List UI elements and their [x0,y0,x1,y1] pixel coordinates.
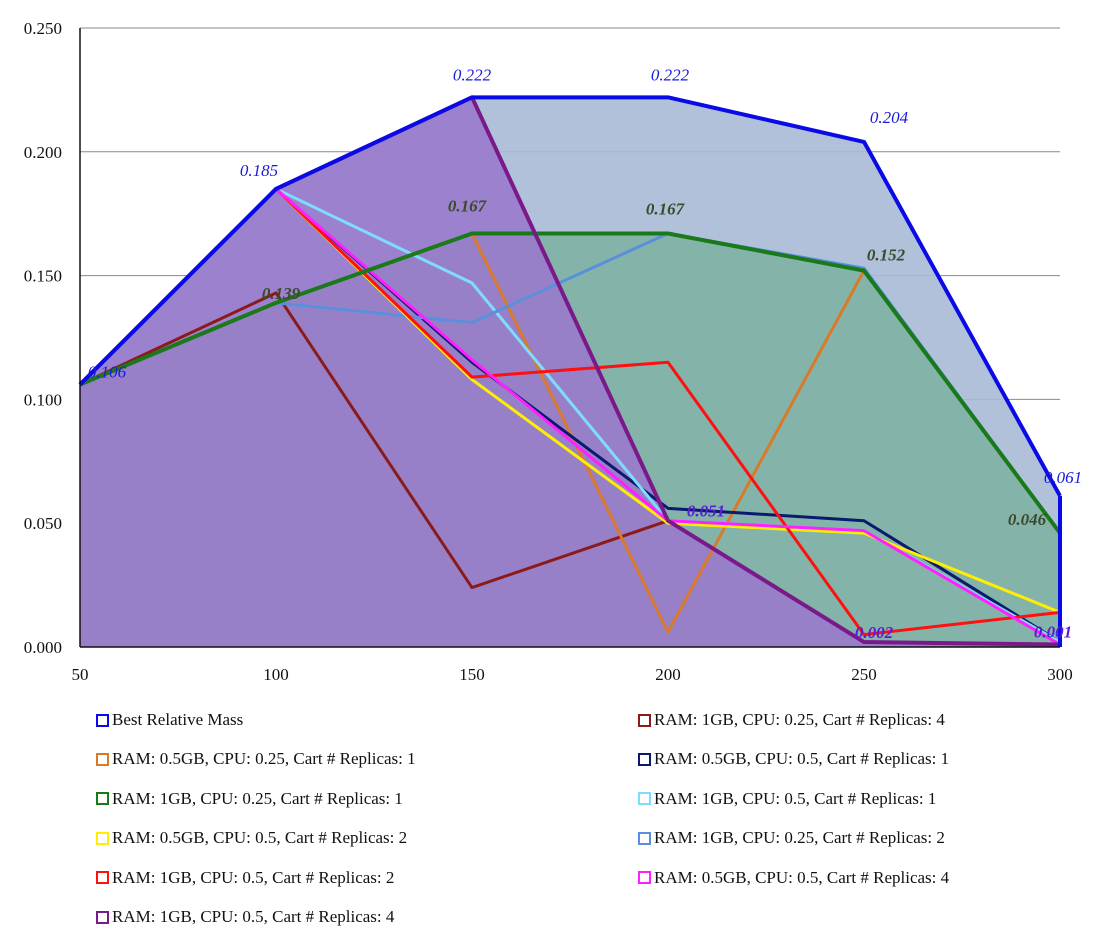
data-label: 0.002 [855,623,894,642]
legend-label: RAM: 0.5GB, CPU: 0.5, Cart # Replicas: 4 [654,867,950,887]
legend-item: RAM: 1GB, CPU: 0.5, Cart # Replicas: 2 [96,866,394,890]
legend-label: RAM: 0.5GB, CPU: 0.5, Cart # Replicas: 2 [112,828,408,848]
legend-label: Best Relative Mass [112,710,244,729]
legend-label: RAM: 1GB, CPU: 0.5, Cart # Replicas: 1 [654,788,937,808]
legend-label: RAM: 1GB, CPU: 0.5, Cart # Replicas: 4 [112,907,395,926]
area-chart: 0.000 0.050 0.100 0.150 0.200 0.250 50 100 150 20… [24,19,1082,684]
legend-label: RAM: 1GB, CPU: 0.25, Cart # Replicas: 1 [112,788,403,808]
series-lines [78,95,1062,647]
data-label: 0.222 [651,65,690,84]
legend-item: RAM: 1GB, CPU: 0.25, Cart # Replicas: 4 [638,708,945,732]
series-line [79,231,1062,535]
axes [79,28,1060,648]
legend-swatch [96,752,109,766]
legend-swatch [638,871,651,885]
legend-item: RAM: 0.5GB, CPU: 0.5, Cart # Replicas: 2 [96,826,407,850]
legend-swatch [96,713,109,727]
legend-label: RAM: 1GB, CPU: 0.5, Cart # Replicas: 2 [112,867,395,887]
data-label: 0.152 [867,246,906,265]
legend-item: RAM: 0.5GB, CPU: 0.5, Cart # Replicas: 4 [638,866,949,890]
legend-item: RAM: 1GB, CPU: 0.5, Cart # Replicas: 4 [96,905,394,929]
series-line [78,95,1062,497]
legend-label: RAM: 0.5GB, CPU: 0.5, Cart # Replicas: 1 [654,749,950,769]
y-tick-label: 0.000 [24,638,62,657]
y-tick-label: 0.200 [24,143,62,162]
legend-swatch [96,792,109,806]
data-label: 0.185 [240,161,278,180]
x-tick-label: 150 [459,665,485,684]
legend-item: RAM: 1GB, CPU: 0.25, Cart # Replicas: 2 [638,826,945,850]
y-tick-label: 0.150 [24,267,62,286]
data-label: 0.204 [870,108,909,127]
series-areas [80,97,1060,647]
x-tick-label: 300 [1047,665,1073,684]
legend-label: RAM: 0.5GB, CPU: 0.25, Cart # Replicas: … [112,749,416,769]
legend-item: RAM: 1GB, CPU: 0.25, Cart # Replicas: 1 [96,787,403,811]
legend-swatch [638,792,651,806]
legend-swatch [96,831,109,845]
legend-item: RAM: 0.5GB, CPU: 0.25, Cart # Replicas: … [96,747,416,771]
y-tick-label: 0.050 [24,514,62,533]
data-label: 0.001 [1034,623,1072,642]
data-label: 0.167 [448,197,488,216]
tick-labels: 0.000 0.050 0.100 0.150 0.200 0.250 50 100 150 20… [24,19,1073,684]
legend-label: RAM: 1GB, CPU: 0.25, Cart # Replicas: 2 [654,828,945,848]
x-tick-label: 50 [72,665,89,684]
legend-swatch [638,713,651,727]
x-tick-label: 200 [655,665,681,684]
x-tick-label: 250 [851,665,877,684]
data-label: 0.139 [262,284,301,303]
y-tick-label: 0.100 [24,390,62,409]
data-label: 0.167 [646,200,686,219]
legend: Best Relative Mass RAM: 0.5GB, CPU: 0.25,… [0,700,1105,949]
legend-swatch [96,910,109,924]
legend-item: Best Relative Mass [96,708,243,732]
data-label: 0.106 [88,363,127,382]
legend-item: RAM: 1GB, CPU: 0.5, Cart # Replicas: 1 [638,787,936,811]
legend-swatch [638,831,651,845]
data-label: 0.061 [1044,468,1082,487]
legend-swatch [96,871,109,885]
data-label: 0.046 [1008,510,1047,529]
y-tick-label: 0.250 [24,19,62,38]
legend-swatch [638,752,651,766]
data-labels: 0.106 0.185 0.222 0.222 0.204 0.061 0.139 0.167… [88,65,1082,642]
legend-label: RAM: 1GB, CPU: 0.25, Cart # Replicas: 4 [654,710,945,729]
x-tick-label: 100 [263,665,289,684]
legend-item: RAM: 0.5GB, CPU: 0.5, Cart # Replicas: 1 [638,747,949,771]
data-label: 0.222 [453,65,492,84]
data-label: 0.051 [687,502,725,521]
